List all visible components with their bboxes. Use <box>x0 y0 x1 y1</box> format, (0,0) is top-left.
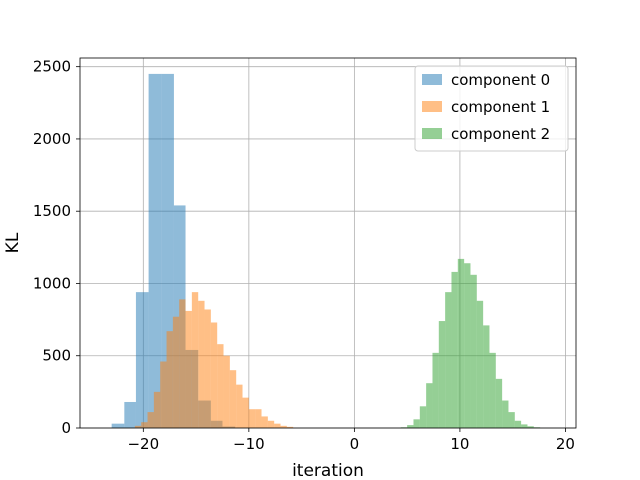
histogram-bar <box>457 258 465 428</box>
histogram-bar <box>419 406 427 428</box>
plot-frame <box>79 57 577 429</box>
histogram-bar <box>124 401 136 428</box>
histogram-bar <box>527 426 534 428</box>
histogram-bar <box>210 322 218 428</box>
histogram-bar <box>514 420 522 428</box>
histogram-bar <box>267 420 275 428</box>
legend-label: component 1 <box>451 98 550 116</box>
legend-swatch <box>422 74 442 85</box>
histogram-bar <box>179 299 186 428</box>
histogram-bar <box>229 370 237 428</box>
histogram-bar <box>508 412 515 428</box>
histogram-bar <box>495 378 503 428</box>
y-axis-ticks: 0 500 1000 1500 2000 2500 <box>33 58 80 437</box>
series-1-bars <box>134 292 294 428</box>
y-tick-label: 1000 <box>33 274 71 292</box>
histogram-bar <box>521 424 528 428</box>
histogram-bar <box>413 419 420 428</box>
histogram-bar <box>502 400 509 428</box>
histogram-bar <box>464 263 471 428</box>
histogram-bar <box>438 321 446 428</box>
histogram-bar <box>223 355 230 428</box>
histogram-bar <box>236 384 243 428</box>
x-axis-ticks: −20 −10 0 10 20 <box>127 428 575 453</box>
legend-swatch <box>422 128 442 139</box>
histogram-bar <box>407 425 414 428</box>
histogram-bar <box>483 325 490 428</box>
x-tick-label: −20 <box>127 435 159 453</box>
y-tick-label: 2000 <box>33 130 71 148</box>
histogram-bar <box>451 271 458 428</box>
histogram-bar <box>217 344 224 428</box>
y-tick-label: 2500 <box>33 58 71 76</box>
histogram-bar <box>166 331 173 428</box>
series-2-bars <box>400 258 541 428</box>
x-tick-label: 0 <box>350 435 360 453</box>
legend-swatch <box>422 101 442 112</box>
histogram-bar <box>445 292 452 428</box>
histogram-bar <box>261 416 268 428</box>
histogram-bar <box>153 391 161 428</box>
histogram-bar <box>470 274 477 428</box>
histogram-bar <box>134 425 142 428</box>
histogram-bar <box>280 425 287 428</box>
histogram-bar <box>286 426 294 428</box>
histogram-bar <box>242 397 249 428</box>
y-tick-label: 0 <box>61 419 71 437</box>
x-axis-label: iteration <box>292 461 364 480</box>
histogram-bar <box>191 292 199 428</box>
histogram-bar <box>426 383 433 428</box>
histogram-bars <box>111 73 541 428</box>
histogram-bar <box>141 422 148 428</box>
histogram-bar <box>148 73 162 428</box>
x-tick-label: −10 <box>233 435 265 453</box>
histogram-bar <box>274 423 281 428</box>
histogram-bar <box>185 310 192 428</box>
y-axis-label: KL <box>3 232 23 253</box>
legend: component 0 component 1 component 2 <box>414 65 569 152</box>
histogram-bar <box>248 409 256 428</box>
histogram-bar <box>432 352 439 428</box>
histogram-bar <box>476 300 484 428</box>
y-tick-label: 500 <box>42 347 71 365</box>
x-tick-label: 20 <box>556 435 575 453</box>
histogram-bar <box>135 292 149 428</box>
histogram-bar <box>198 300 205 428</box>
legend-box <box>414 65 569 152</box>
x-tick-label: 10 <box>450 435 469 453</box>
legend-label: component 0 <box>451 71 550 89</box>
histogram-bar <box>172 316 180 428</box>
histogram-bar <box>204 309 211 428</box>
histogram-bar <box>255 409 262 428</box>
legend-label: component 2 <box>451 125 550 143</box>
y-tick-label: 1500 <box>33 202 71 220</box>
histogram-bar <box>160 361 167 428</box>
histogram-bar <box>147 412 154 428</box>
histogram-bar <box>489 352 496 428</box>
histogram-bar <box>111 423 125 428</box>
